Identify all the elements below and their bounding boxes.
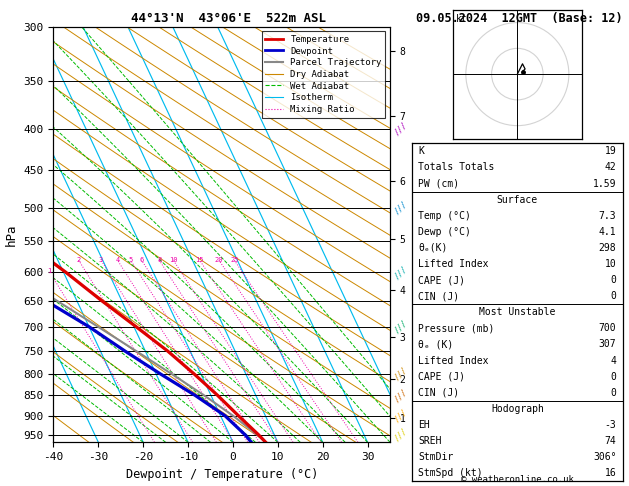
Text: Temp (°C): Temp (°C) xyxy=(418,211,471,221)
Text: ///: /// xyxy=(392,120,409,137)
Text: 0: 0 xyxy=(611,291,616,301)
Text: 19: 19 xyxy=(604,146,616,156)
Text: ///: /// xyxy=(392,318,409,335)
Text: 1: 1 xyxy=(48,268,52,275)
Text: ///: /// xyxy=(392,426,409,443)
Text: 44°13'N  43°06'E  522m ASL: 44°13'N 43°06'E 522m ASL xyxy=(130,12,326,25)
Text: K: K xyxy=(418,146,424,156)
Text: 42: 42 xyxy=(604,162,616,173)
Text: 7.3: 7.3 xyxy=(599,211,616,221)
Text: -3: -3 xyxy=(604,420,616,430)
Text: 8: 8 xyxy=(157,257,162,262)
Text: 4.1: 4.1 xyxy=(599,227,616,237)
Text: 16: 16 xyxy=(604,468,616,478)
Text: ///: /// xyxy=(392,407,409,424)
Text: θₑ(K): θₑ(K) xyxy=(418,243,448,253)
Text: 0: 0 xyxy=(611,372,616,382)
Text: 0: 0 xyxy=(611,275,616,285)
Text: SREH: SREH xyxy=(418,436,442,446)
Text: 5: 5 xyxy=(128,257,133,262)
Text: Most Unstable: Most Unstable xyxy=(479,307,555,317)
Text: 306°: 306° xyxy=(593,452,616,462)
Text: ///: /// xyxy=(392,199,409,216)
Text: PW (cm): PW (cm) xyxy=(418,178,459,189)
Text: 298: 298 xyxy=(599,243,616,253)
Text: 4: 4 xyxy=(611,355,616,365)
Text: 2: 2 xyxy=(77,257,81,262)
Text: ///: /// xyxy=(392,365,409,382)
Text: 20: 20 xyxy=(214,257,223,262)
Y-axis label: km
ASL: km ASL xyxy=(416,224,434,245)
Text: ///: /// xyxy=(392,264,409,280)
Text: Hodograph: Hodograph xyxy=(491,404,544,414)
Text: 3: 3 xyxy=(99,257,103,262)
Text: 25: 25 xyxy=(230,257,238,262)
Text: 700: 700 xyxy=(599,323,616,333)
Text: Totals Totals: Totals Totals xyxy=(418,162,494,173)
Text: 4: 4 xyxy=(115,257,120,262)
Text: Lifted Index: Lifted Index xyxy=(418,259,489,269)
Text: 74: 74 xyxy=(604,436,616,446)
Text: 10: 10 xyxy=(169,257,177,262)
Text: CAPE (J): CAPE (J) xyxy=(418,372,465,382)
Text: 09.05.2024  12GMT  (Base: 12): 09.05.2024 12GMT (Base: 12) xyxy=(416,12,622,25)
Text: CIN (J): CIN (J) xyxy=(418,388,459,398)
Text: CIN (J): CIN (J) xyxy=(418,291,459,301)
Text: 15: 15 xyxy=(196,257,204,262)
Text: Surface: Surface xyxy=(497,195,538,205)
Text: Dewp (°C): Dewp (°C) xyxy=(418,227,471,237)
Text: © weatheronline.co.uk: © weatheronline.co.uk xyxy=(461,474,574,484)
Y-axis label: hPa: hPa xyxy=(5,223,18,246)
Text: Pressure (mb): Pressure (mb) xyxy=(418,323,494,333)
Text: Lifted Index: Lifted Index xyxy=(418,355,489,365)
Text: θₑ (K): θₑ (K) xyxy=(418,339,454,349)
Text: EH: EH xyxy=(418,420,430,430)
Text: StmDir: StmDir xyxy=(418,452,454,462)
X-axis label: Dewpoint / Temperature (°C): Dewpoint / Temperature (°C) xyxy=(126,468,318,481)
Text: StmSpd (kt): StmSpd (kt) xyxy=(418,468,483,478)
Text: ///: /// xyxy=(392,387,409,404)
Text: CAPE (J): CAPE (J) xyxy=(418,275,465,285)
Text: 10: 10 xyxy=(604,259,616,269)
Text: 307: 307 xyxy=(599,339,616,349)
Text: 0: 0 xyxy=(611,388,616,398)
Text: 6: 6 xyxy=(140,257,143,262)
Text: kt: kt xyxy=(455,14,467,24)
Text: 1.59: 1.59 xyxy=(593,178,616,189)
Legend: Temperature, Dewpoint, Parcel Trajectory, Dry Adiabat, Wet Adiabat, Isotherm, Mi: Temperature, Dewpoint, Parcel Trajectory… xyxy=(262,31,386,118)
